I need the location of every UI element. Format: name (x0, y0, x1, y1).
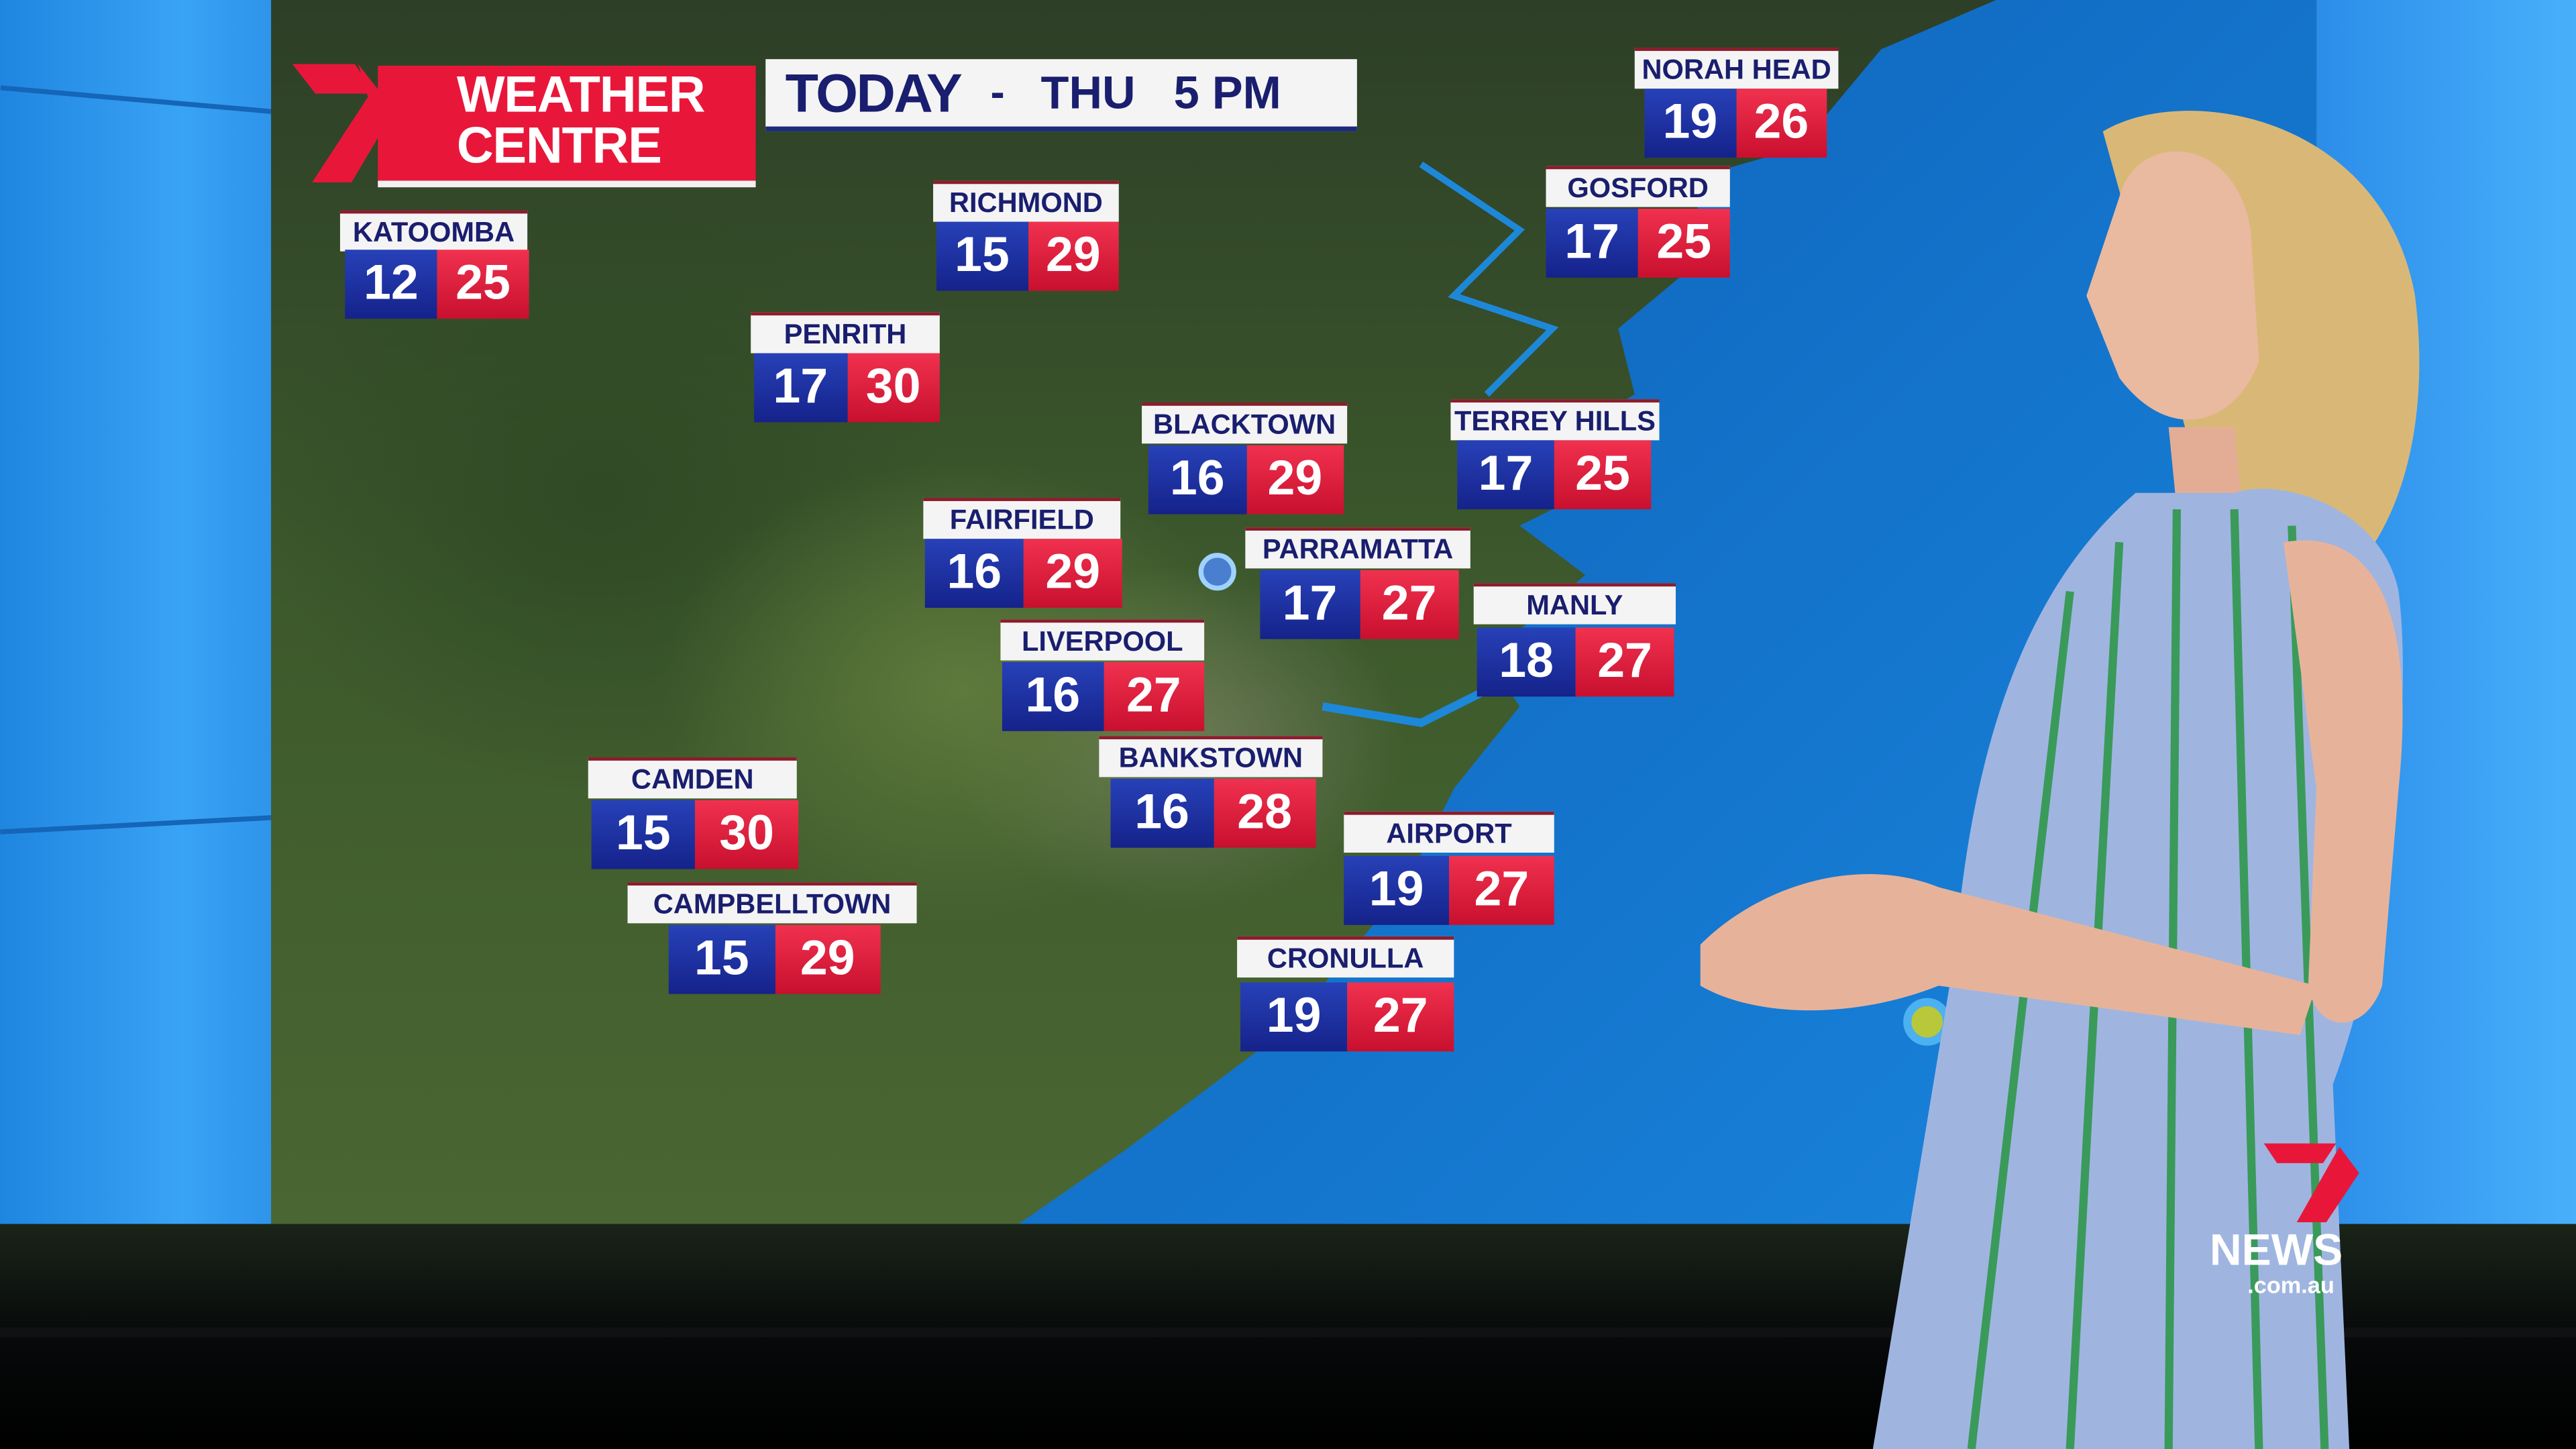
temperature-pair: 19 27 (1344, 855, 1554, 925)
city-name: GOSFORD (1546, 166, 1730, 207)
city-name: FAIRFIELD (923, 498, 1121, 539)
max-temp: 29 (1023, 539, 1122, 608)
temperature-pair: 19 26 (1644, 89, 1827, 158)
max-temp: 27 (1347, 982, 1454, 1052)
min-temp: 16 (1110, 778, 1214, 848)
city-name: PARRAMATTA (1245, 527, 1470, 569)
city-name: TERREY HILLS (1450, 399, 1660, 441)
watermark-domain: .com.au (2247, 1271, 2334, 1298)
min-temp: 18 (1477, 627, 1576, 697)
temperature-pair: 17 27 (1260, 570, 1459, 639)
day-time: THU 5 PM (1040, 66, 1281, 118)
city-name: PENRITH (751, 312, 940, 354)
temperature-pair: 17 25 (1457, 440, 1652, 510)
min-temp: 15 (936, 221, 1028, 291)
max-temp: 27 (1449, 855, 1554, 925)
max-temp: 27 (1359, 570, 1459, 639)
city-name: MANLY (1473, 583, 1676, 625)
wall-seam (0, 85, 304, 117)
max-temp: 27 (1575, 627, 1674, 697)
7news-watermark: NEWS .com.au (2202, 1130, 2415, 1311)
max-temp: 29 (1246, 445, 1344, 515)
temperature-pair: 15 29 (936, 221, 1119, 291)
min-temp: 19 (1644, 89, 1736, 158)
brand-banner (378, 65, 756, 188)
max-temp: 25 (1638, 209, 1730, 278)
min-temp: 17 (754, 353, 847, 423)
city-name: LIVERPOOL (1000, 619, 1205, 661)
min-temp: 15 (668, 924, 775, 994)
temperature-pair: 15 29 (668, 924, 881, 994)
max-temp: 26 (1735, 89, 1827, 158)
max-temp: 27 (1103, 661, 1205, 731)
min-temp: 16 (1002, 661, 1104, 731)
max-temp: 29 (1027, 221, 1119, 291)
min-temp: 19 (1344, 855, 1450, 925)
min-temp: 15 (591, 800, 695, 869)
temperature-pair: 19 27 (1240, 982, 1454, 1052)
seven-logo-icon (292, 64, 394, 182)
temperature-pair: 17 30 (754, 353, 940, 423)
watermark-word: NEWS (2209, 1225, 2343, 1275)
city-name: BANKSTOWN (1099, 736, 1323, 777)
wall-seam (0, 813, 304, 835)
max-temp: 25 (1554, 440, 1652, 510)
day-label: TODAY (785, 61, 963, 123)
max-temp: 30 (847, 353, 940, 423)
temperature-pair: 16 29 (1148, 445, 1344, 515)
min-temp: 17 (1260, 570, 1360, 639)
min-temp: 12 (345, 250, 437, 319)
min-temp: 16 (924, 539, 1024, 608)
min-temp: 16 (1148, 445, 1246, 515)
city-name: BLACKTOWN (1142, 402, 1348, 444)
city-name: KATOOMBA (339, 210, 528, 252)
city-name: CRONULLA (1237, 936, 1454, 978)
city-name: AIRPORT (1344, 811, 1554, 853)
brand-line-2: CENTRE (456, 116, 662, 174)
max-temp: 28 (1213, 778, 1316, 848)
min-temp: 17 (1457, 440, 1554, 510)
city-name: CAMPBELLTOWN (627, 882, 917, 924)
temperature-pair: 16 27 (1002, 661, 1205, 731)
temperature-pair: 15 30 (591, 800, 799, 869)
radar-blip (1198, 553, 1236, 591)
city-name: RICHMOND (933, 180, 1119, 222)
city-name: NORAH HEAD (1634, 48, 1839, 89)
temperature-pair: 17 25 (1546, 209, 1730, 278)
studio-wall-left (0, 0, 305, 1315)
brand-line-1: WEATHER (456, 65, 706, 123)
seven-logo-icon (2263, 1143, 2359, 1223)
max-temp: 29 (774, 924, 881, 994)
city-name: CAMDEN (588, 757, 797, 799)
brand-title: WEATHER CENTRE (457, 69, 753, 171)
separator: - (990, 67, 1005, 117)
forecast-period-bar: TODAY - THU 5 PM (765, 59, 1357, 131)
presenter (1700, 111, 2420, 1449)
max-temp: 25 (437, 250, 529, 319)
temperature-pair: 12 25 (345, 250, 529, 319)
temperature-pair: 18 27 (1477, 627, 1674, 697)
max-temp: 30 (694, 800, 799, 869)
min-temp: 19 (1240, 982, 1348, 1052)
temperature-pair: 16 29 (924, 539, 1122, 608)
temperature-pair: 16 28 (1110, 778, 1316, 848)
min-temp: 17 (1546, 209, 1638, 278)
